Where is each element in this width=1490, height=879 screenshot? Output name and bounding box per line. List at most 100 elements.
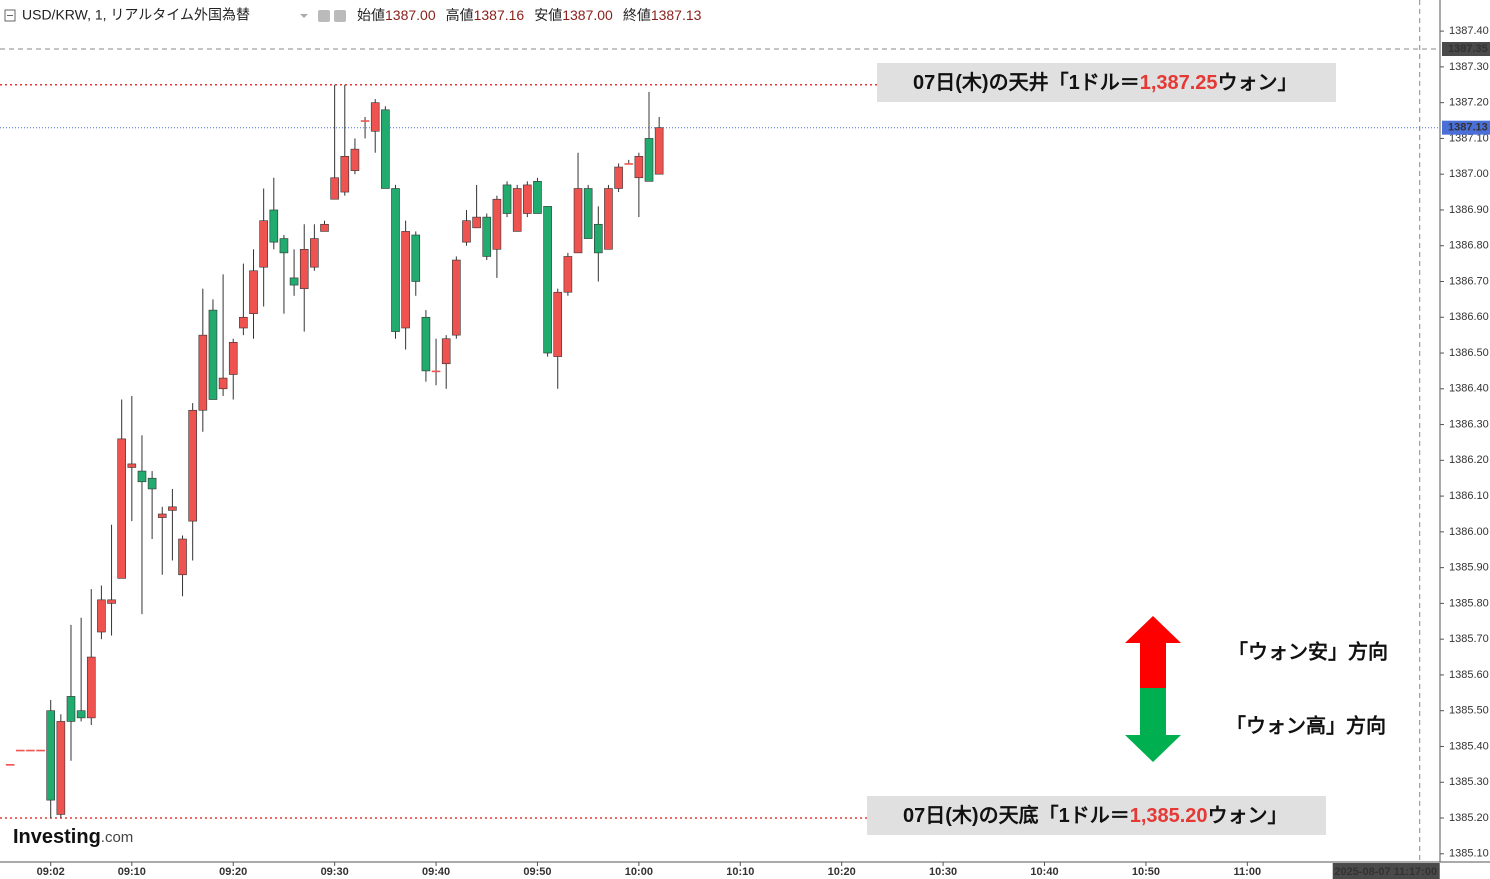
- candle-body: [66, 696, 76, 722]
- candle-body: [634, 156, 644, 179]
- candle-body: [239, 316, 248, 329]
- candle-body: [188, 409, 197, 522]
- x-tick-label: 10:10: [726, 866, 754, 878]
- candle-body: [208, 309, 218, 400]
- candle-body: [5, 764, 15, 766]
- ohlc-value: 1387.00: [385, 7, 436, 23]
- ohlc-label: 終値: [623, 7, 651, 23]
- y-tick-label: 1386.70: [1449, 275, 1489, 287]
- y-tick-label: 1385.80: [1449, 597, 1489, 609]
- x-tick-label: 10:50: [1132, 866, 1160, 878]
- candle-body: [15, 749, 25, 752]
- y-tick-label: 1385.40: [1449, 740, 1489, 752]
- y-tick-label: 1386.10: [1449, 490, 1489, 502]
- ohlc-value: 1387.16: [474, 7, 525, 23]
- candle-body: [350, 148, 360, 171]
- y-tick-label: 1385.60: [1449, 669, 1489, 681]
- candle-body: [330, 177, 339, 200]
- candle-body: [452, 259, 461, 336]
- collapse-icon[interactable]: [4, 9, 16, 22]
- candle-body: [604, 188, 613, 250]
- x-tick-label: 10:30: [929, 866, 957, 878]
- direction-label: 「ウォン高」方向: [1226, 713, 1386, 737]
- candle-body: [299, 249, 309, 289]
- candle-body: [533, 181, 542, 214]
- candle-body: [594, 223, 603, 254]
- candle-body: [147, 477, 157, 490]
- ohlc-label: 高値: [446, 7, 474, 23]
- candle-body: [421, 316, 431, 372]
- annotation-part: 1,387.25: [1140, 72, 1218, 94]
- settings-icon[interactable]: [318, 10, 330, 22]
- candle-body: [249, 270, 258, 314]
- crosshair-y-label: 1387.35: [1448, 43, 1488, 55]
- header: USD/KRW, 1, リアルタイム外国為替 始値1387.00 高値1387.1…: [4, 7, 702, 23]
- candle-body: [76, 710, 86, 719]
- candle-body: [46, 710, 56, 801]
- candle-body: [218, 377, 228, 390]
- dropdown-icon[interactable]: [300, 14, 308, 18]
- candle-body: [441, 338, 451, 365]
- y-tick-label: 1386.30: [1449, 418, 1489, 430]
- candle-body: [157, 513, 167, 518]
- y-tick-label: 1387.30: [1449, 61, 1489, 73]
- y-tick-label: 1385.10: [1449, 848, 1489, 860]
- candle-body: [56, 721, 66, 815]
- candle-body: [137, 470, 147, 483]
- candle-body: [644, 138, 654, 182]
- candle-body: [127, 463, 137, 468]
- watermark-main: Investing: [13, 826, 101, 848]
- y-tick-label: 1385.20: [1449, 812, 1489, 824]
- candle-body: [107, 599, 116, 604]
- candle-body: [26, 749, 35, 752]
- watermark: Investing.com: [13, 826, 133, 848]
- candle-body: [360, 120, 370, 122]
- candle-body: [310, 238, 319, 268]
- candle-body: [381, 109, 390, 189]
- y-tick-label: 1386.50: [1449, 347, 1489, 359]
- annotation-box: [867, 796, 1326, 835]
- candle-body: [117, 438, 126, 579]
- watermark-suffix: .com: [101, 829, 134, 846]
- annotation-part: ウォン」: [1218, 71, 1298, 94]
- y-tick-label: 1385.50: [1449, 705, 1489, 717]
- candle-body: [279, 238, 289, 254]
- last-price-label-bg: [1442, 120, 1490, 135]
- candle-body: [573, 188, 583, 254]
- y-tick-label: 1386.90: [1449, 204, 1489, 216]
- x-tick-label: 09:20: [219, 866, 247, 878]
- y-tick-label: 1386.60: [1449, 311, 1489, 323]
- x-tick-label: 09:02: [37, 866, 65, 878]
- crosshair-x-label-bg: [1332, 863, 1440, 879]
- y-tick-label: 1387.00: [1449, 168, 1489, 180]
- candle-body: [492, 198, 502, 250]
- arrow-down: [1125, 688, 1181, 762]
- ohlc-legend: 始値1387.00 高値1387.16 安値1387.00 終値1387.13: [357, 7, 702, 23]
- candle-body: [462, 220, 471, 243]
- candle-body: [654, 127, 664, 175]
- candle-body: [289, 277, 299, 286]
- x-tick-label: 09:10: [118, 866, 146, 878]
- settings-icon[interactable]: [334, 10, 346, 22]
- x-tick-label: 11:00: [1234, 866, 1262, 878]
- candle-body: [624, 163, 634, 165]
- y-tick-label: 1386.00: [1449, 526, 1489, 538]
- last-price-label: 1387.13: [1448, 122, 1488, 134]
- candle-body: [320, 223, 329, 232]
- candle-body: [563, 256, 573, 293]
- candle-body: [97, 599, 106, 633]
- candle-body: [431, 370, 441, 373]
- ohlc-value: 1387.13: [651, 7, 702, 23]
- x-tick-label: 10:20: [828, 866, 856, 878]
- direction-label: 「ウォン安」方向: [1228, 639, 1388, 663]
- y-tick-label: 1386.40: [1449, 383, 1489, 395]
- watermark-brand: Investing.com: [13, 826, 133, 848]
- ohlc-label: 始値: [357, 7, 385, 23]
- candle-body: [198, 334, 208, 411]
- y-tick-label: 1385.70: [1449, 633, 1489, 645]
- y-tick-label: 1386.80: [1449, 240, 1489, 252]
- crosshair-x-label: 2025-08-07 11:17:00: [1334, 866, 1437, 878]
- candle-body: [340, 156, 350, 193]
